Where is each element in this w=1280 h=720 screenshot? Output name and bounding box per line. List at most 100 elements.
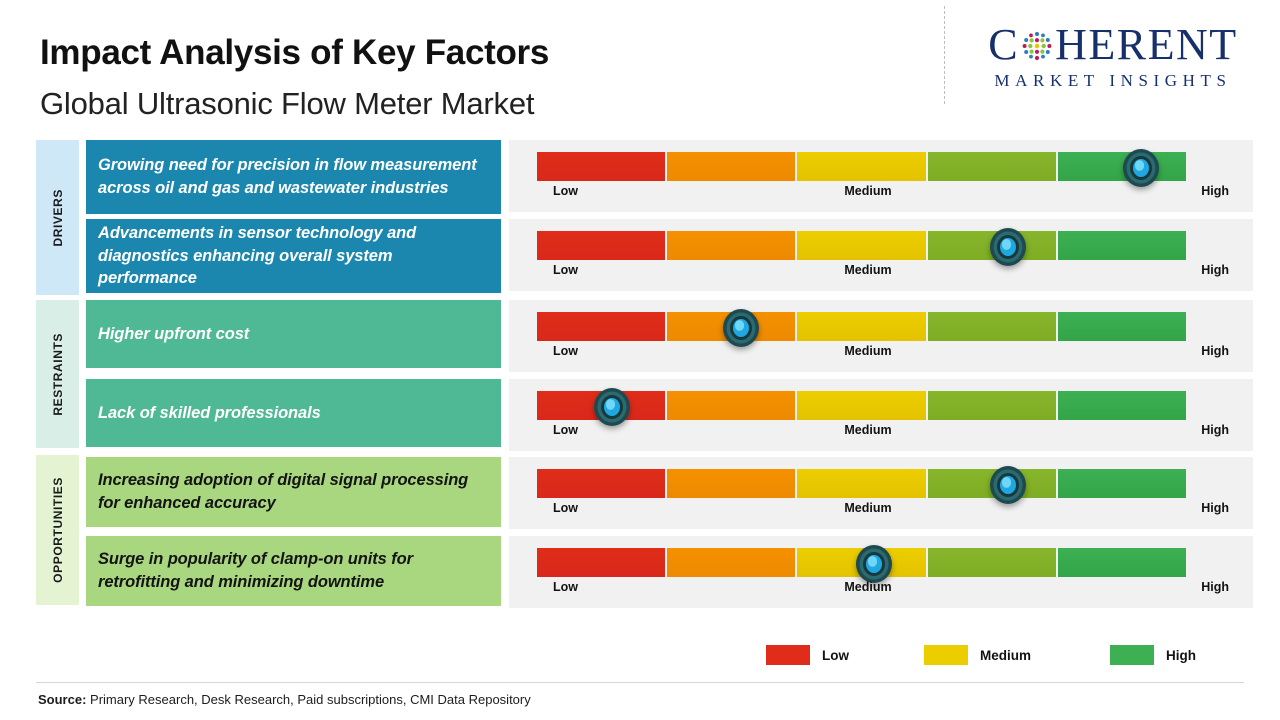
gauge-bar bbox=[537, 469, 1187, 498]
gauge-segment-medium-high bbox=[927, 312, 1058, 341]
gauge-segment-medium bbox=[797, 391, 928, 420]
gauge-segment-medium bbox=[797, 152, 928, 181]
gauge-tick-low: Low bbox=[553, 423, 578, 437]
gauge-segment-low bbox=[537, 152, 668, 181]
page-subtitle: Global Ultrasonic Flow Meter Market bbox=[40, 86, 535, 121]
gauge-segment-high bbox=[1057, 152, 1187, 181]
gauge-tick-high: High bbox=[1201, 501, 1229, 515]
impact-gauge: Low Medium High bbox=[509, 140, 1253, 212]
gauge-segment-medium bbox=[797, 469, 928, 498]
gauge-tick-medium: Medium bbox=[844, 423, 892, 437]
gauge-tick-medium: Medium bbox=[844, 184, 892, 198]
impact-gauge: Low Medium High bbox=[509, 536, 1253, 608]
factor-text: Surge in popularity of clamp-on units fo… bbox=[98, 550, 413, 591]
footer-divider bbox=[36, 682, 1244, 683]
gauge-segment-low bbox=[537, 548, 668, 577]
legend-item-low: Low bbox=[766, 645, 849, 665]
factor-text: Increasing adoption of digital signal pr… bbox=[98, 471, 469, 512]
logo-divider bbox=[944, 6, 945, 104]
factor-text: Lack of skilled professionals bbox=[98, 403, 321, 422]
gauge-bar bbox=[537, 391, 1187, 420]
gauge-bar bbox=[537, 312, 1187, 341]
factor-card: Surge in popularity of clamp-on units fo… bbox=[86, 536, 501, 606]
source-note: Source: Primary Research, Desk Research,… bbox=[38, 692, 531, 707]
legend-label: High bbox=[1166, 647, 1196, 663]
gauge-marker-icon bbox=[855, 544, 893, 584]
gauge-tick-high: High bbox=[1201, 184, 1229, 198]
legend-item-medium: Medium bbox=[924, 645, 1031, 665]
gauge-tick-medium: Medium bbox=[844, 501, 892, 515]
gauge-marker-icon bbox=[1122, 148, 1160, 188]
gauge-marker-icon bbox=[989, 227, 1027, 267]
gauge-segment-low-medium bbox=[667, 548, 798, 577]
factor-card: Higher upfront cost bbox=[86, 300, 501, 368]
gauge-marker-icon bbox=[989, 465, 1027, 505]
gauge-segment-low bbox=[537, 312, 668, 341]
factor-card: Advancements in sensor technology and di… bbox=[86, 219, 501, 293]
gauge-tick-low: Low bbox=[553, 580, 578, 594]
category-text: RESTRAINTS bbox=[50, 332, 65, 416]
gauge-segment-medium bbox=[797, 312, 928, 341]
gauge-tick-low: Low bbox=[553, 184, 578, 198]
gauge-segment-low-medium bbox=[667, 152, 798, 181]
category-label-opportunities: OPPORTUNITIES bbox=[36, 455, 79, 605]
factor-card: Growing need for precision in flow measu… bbox=[86, 140, 501, 214]
factor-card: Lack of skilled professionals bbox=[86, 379, 501, 447]
logo-letters-herent: HERENT bbox=[1055, 20, 1238, 69]
legend: Low Medium High bbox=[766, 645, 1226, 667]
gauge-bar bbox=[537, 152, 1187, 181]
gauge-tick-high: High bbox=[1201, 423, 1229, 437]
gauge-segment-high bbox=[1057, 548, 1187, 577]
gauge-segment-low bbox=[537, 231, 668, 260]
category-text: OPPORTUNITIES bbox=[50, 477, 65, 583]
legend-label: Medium bbox=[980, 647, 1032, 663]
category-text: DRIVERS bbox=[50, 188, 65, 247]
factor-text: Growing need for precision in flow measu… bbox=[98, 156, 477, 197]
gauge-tick-medium: Medium bbox=[844, 263, 892, 277]
gauge-segment-low-medium bbox=[667, 469, 798, 498]
gauge-bar bbox=[537, 231, 1187, 260]
gauge-segment-high bbox=[1057, 231, 1187, 260]
legend-swatch-medium bbox=[924, 645, 968, 665]
gauge-marker-icon bbox=[593, 387, 631, 427]
gauge-tick-low: Low bbox=[553, 501, 578, 515]
impact-gauge: Low Medium High bbox=[509, 457, 1253, 529]
globe-dots-icon bbox=[1020, 29, 1054, 63]
gauge-tick-medium: Medium bbox=[844, 344, 892, 358]
factor-text: Higher upfront cost bbox=[98, 324, 250, 343]
gauge-segment-medium-high bbox=[927, 152, 1058, 181]
gauge-marker-icon bbox=[722, 308, 760, 348]
gauge-tick-high: High bbox=[1201, 263, 1229, 277]
gauge-segment-high bbox=[1057, 391, 1187, 420]
gauge-segment-low-medium bbox=[667, 231, 798, 260]
logo-tagline: MARKET INSIGHTS bbox=[994, 71, 1232, 90]
gauge-tick-low: Low bbox=[553, 344, 578, 358]
gauge-tick-high: High bbox=[1201, 344, 1229, 358]
gauge-bar bbox=[537, 548, 1187, 577]
legend-item-high: High bbox=[1110, 645, 1196, 665]
gauge-tick-medium: Medium bbox=[844, 580, 892, 594]
source-label: Source: bbox=[38, 692, 87, 707]
logo-wordmark: C bbox=[963, 22, 1263, 68]
gauge-segment-medium-high bbox=[927, 391, 1058, 420]
gauge-segment-high bbox=[1057, 469, 1187, 498]
category-label-drivers: DRIVERS bbox=[36, 140, 79, 295]
gauge-segment-high bbox=[1057, 312, 1187, 341]
source-text: Primary Research, Desk Research, Paid su… bbox=[90, 692, 531, 707]
legend-label: Low bbox=[822, 647, 849, 663]
impact-gauge: Low Medium High bbox=[509, 300, 1253, 372]
gauge-segment-medium-high bbox=[927, 548, 1058, 577]
legend-swatch-low bbox=[766, 645, 810, 665]
impact-gauge: Low Medium High bbox=[509, 219, 1253, 291]
factor-text: Advancements in sensor technology and di… bbox=[98, 224, 417, 288]
logo-letter-c: C bbox=[988, 20, 1020, 69]
factor-card: Increasing adoption of digital signal pr… bbox=[86, 457, 501, 527]
legend-swatch-high bbox=[1110, 645, 1154, 665]
page-title: Impact Analysis of Key Factors bbox=[40, 33, 550, 72]
company-logo: C bbox=[963, 22, 1263, 100]
gauge-segment-low-medium bbox=[667, 391, 798, 420]
gauge-tick-high: High bbox=[1201, 580, 1229, 594]
gauge-tick-low: Low bbox=[553, 263, 578, 277]
gauge-segment-medium bbox=[797, 231, 928, 260]
